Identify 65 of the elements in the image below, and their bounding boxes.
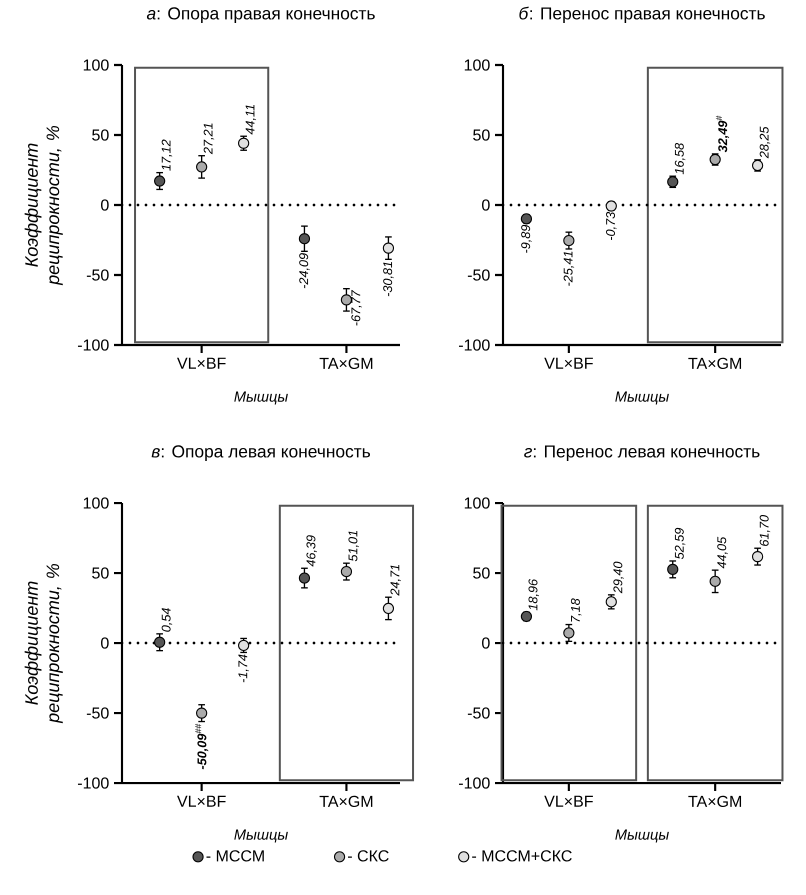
data-label: 29,40 [613,562,624,594]
y-tick-label: -100 [458,339,490,351]
data-label: -0,73 [606,212,617,240]
data-label: -30,81 [383,262,394,296]
y-tick-label: -50 [468,269,490,281]
data-label: 28,25 [760,126,770,158]
data-label: -24,09 [299,253,310,288]
x-tick-label: VL×BF [544,796,593,807]
data-label: 16,58 [674,142,686,174]
y-tick-label: 0 [101,637,109,649]
data-label: -9,89 [521,224,532,253]
data-label: 61,70 [760,515,770,546]
legend-label: - МССМ [206,850,264,862]
y-axis-title: Коэффициент реципрокности, % [24,126,63,286]
y-tick-label: 100 [464,497,490,509]
x-axis-title: Мышцы [234,392,288,405]
y-tick-label: 0 [101,199,109,211]
chart-title: а: Опора правая конечность [146,7,375,23]
data-label: 32,49$^{#}$ [716,116,730,152]
data-label: -25,41 [564,252,574,286]
y-tick-label: 0 [482,199,490,211]
data-label: 27,21 [204,123,214,154]
data-label: 51,01 [348,530,359,562]
x-tick-label: TA×GM [320,796,372,808]
y-tick-label: 0 [482,637,490,649]
legend-label: - СКС [348,850,389,862]
x-axis-title: Мышцы [615,830,669,843]
y-tick-label: -50 [86,707,109,719]
y-tick-label: -50 [86,269,109,281]
y-tick-label: -100 [78,339,109,351]
data-label: 46,39 [306,535,317,567]
x-tick-label: VL×BF [177,796,226,807]
x-tick-label: VL×BF [177,358,226,369]
data-label: 7,18 [570,598,582,622]
x-tick-label: TA×GM [688,358,742,370]
chart-title: б: Перенос правая конечность [519,6,765,23]
data-label: 17,12 [162,140,172,171]
data-label: 44,11 [246,104,256,135]
y-tick-label: 100 [84,497,109,509]
y-axis-title: Коэффициент реципрокности, % [24,564,63,724]
legend-label: - МССМ+СКС [472,850,572,862]
data-label: -1,74 [238,654,249,682]
y-tick-label: -100 [78,777,109,789]
x-tick-label: VL×BF [544,358,593,369]
y-tick-label: -50 [468,707,490,719]
x-tick-label: TA×GM [320,358,372,370]
data-label: 0,54 [162,608,172,632]
data-label: 18,96 [528,578,539,610]
data-label: -67,77 [351,290,362,326]
data-label: -50,09$^{##}$ [195,724,208,770]
chart-title: в: Опора левая конечность [152,445,370,461]
x-axis-title: Мышцы [234,830,288,843]
data-label: 24,71 [390,564,401,596]
y-tick-label: 50 [473,567,490,579]
y-tick-label: 50 [473,129,490,141]
y-tick-label: 100 [84,59,109,71]
data-label: 44,05 [717,536,728,568]
y-tick-label: 100 [464,59,490,71]
x-tick-label: TA×GM [688,796,742,808]
y-tick-label: 50 [92,567,109,579]
y-tick-label: 50 [92,129,109,141]
y-tick-label: -100 [458,777,490,789]
data-label: 52,59 [674,528,686,560]
x-axis-title: Мышцы [615,392,669,405]
chart-title: г: Перенос левая конечность [524,445,760,461]
